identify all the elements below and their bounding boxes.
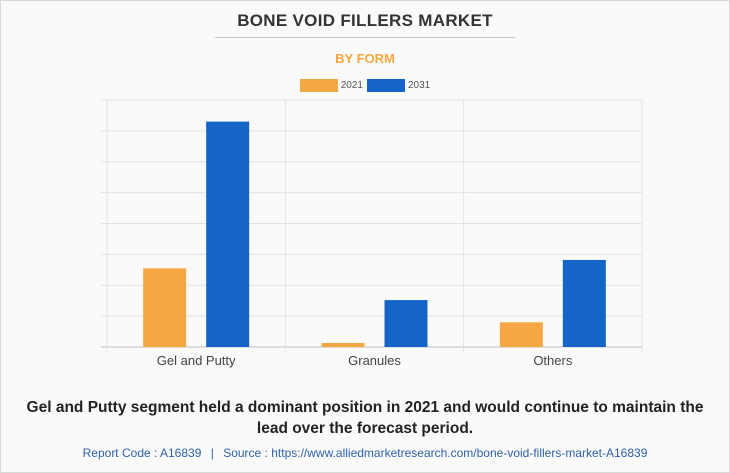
legend-item-2021[interactable]: 2021 (299, 79, 363, 92)
title-divider (215, 37, 515, 38)
x-tick-label-granules: Granules (348, 353, 401, 368)
legend-swatch-2031 (367, 79, 405, 92)
bar-granules-2021[interactable] (321, 342, 365, 347)
x-tick-label-others: Others (533, 353, 573, 368)
bar-granules-2031[interactable] (384, 300, 428, 347)
legend-swatch-2021 (299, 79, 338, 92)
x-axis: Gel and Putty Granules Others (157, 353, 573, 368)
chart-legend: 2021 2031 (0, 79, 730, 92)
bars (143, 121, 606, 347)
bar-gel-and-putty-2021[interactable] (143, 268, 187, 347)
chart-title: BONE VOID FILLERS MARKET (237, 11, 493, 30)
bar-others-2031[interactable] (562, 259, 606, 347)
bar-others-2021[interactable] (499, 322, 543, 347)
legend-label-2031: 2031 (408, 80, 431, 91)
gridlines (101, 99, 643, 353)
legend-label-2021: 2021 (340, 80, 363, 91)
x-tick-label-gel-and-putty: Gel and Putty (157, 353, 236, 368)
footer-separator: | (210, 446, 214, 460)
legend-item-2031[interactable]: 2031 (367, 79, 430, 92)
bar-gel-and-putty-2031[interactable] (206, 121, 250, 347)
chart-caption: Gel and Putty segment held a dominant po… (26, 399, 704, 437)
chart-subtitle: BY FORM (335, 51, 395, 66)
source-link[interactable]: Source : https://www.alliedmarketresearc… (223, 446, 648, 460)
report-footer: Report Code : A16839 | Source : https://… (0, 446, 730, 460)
report-code: Report Code : A16839 (82, 446, 202, 460)
bar-chart: Gel and Putty Granules Others (101, 99, 643, 368)
